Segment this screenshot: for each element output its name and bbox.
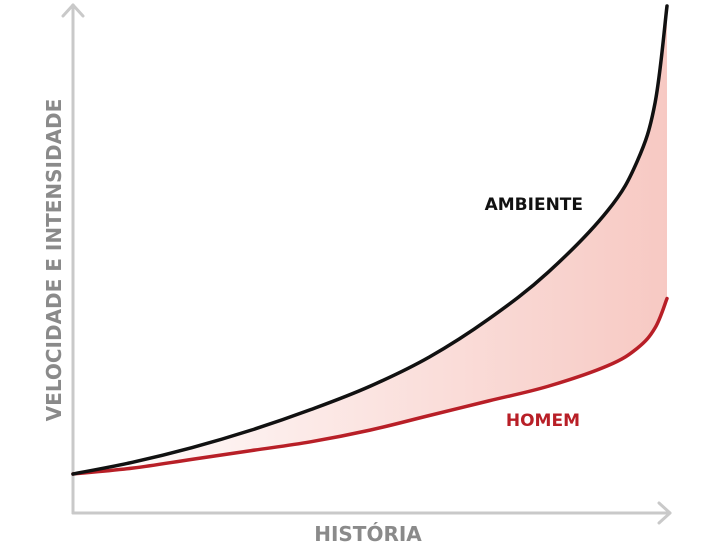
series-line-ambiente (71, 4, 669, 476)
x-axis-arrowhead (657, 501, 672, 525)
y-axis-arrowhead (61, 3, 85, 18)
band-area (73, 6, 667, 474)
series-label-ambiente: AMBIENTE (485, 195, 583, 215)
axes (61, 3, 672, 525)
series-line-homem (71, 296, 669, 476)
series-label-homem: HOMEM (506, 411, 580, 431)
y-axis-title: VELOCIDADE E INTENSIDADE (42, 99, 66, 422)
x-axis-title: HISTÓRIA (314, 522, 422, 546)
